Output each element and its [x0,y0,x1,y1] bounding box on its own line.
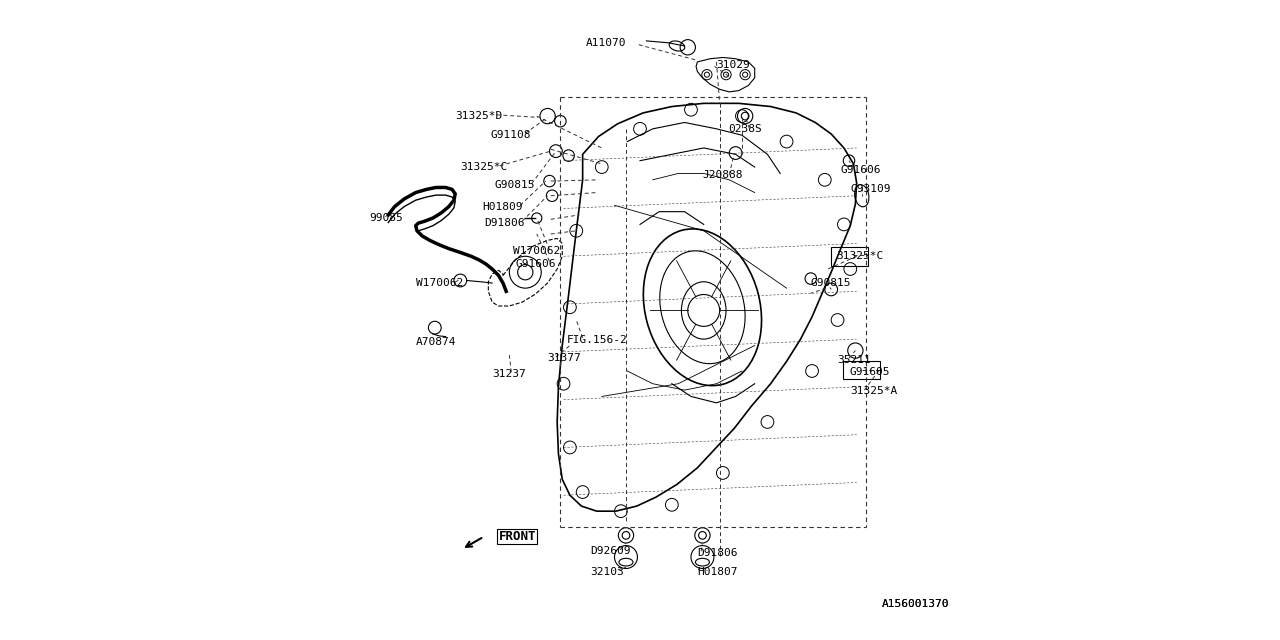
Text: H01809: H01809 [483,202,522,212]
Text: A11070: A11070 [586,38,626,48]
Text: A156001370: A156001370 [882,598,950,609]
Text: FIG.156-2: FIG.156-2 [567,335,627,346]
Text: 31325*A: 31325*A [850,387,897,396]
Text: G91605: G91605 [849,367,890,377]
Text: D92609: D92609 [590,546,631,556]
Text: 32103: 32103 [590,566,625,577]
Text: 31325*C: 31325*C [836,252,883,261]
Text: W170062: W170062 [416,278,463,288]
Text: 35211: 35211 [837,355,872,365]
Text: FRONT: FRONT [498,530,536,543]
Text: 0238S: 0238S [728,124,762,134]
Text: 31325*C: 31325*C [461,162,508,172]
Text: 31377: 31377 [548,353,581,364]
Text: 31325*D: 31325*D [456,111,503,121]
Text: 31237: 31237 [493,369,526,379]
Text: A70874: A70874 [416,337,456,348]
Text: G90815: G90815 [810,278,851,288]
Bar [842,361,879,379]
Text: G90815: G90815 [494,180,535,190]
Text: G93109: G93109 [850,184,891,195]
Text: W170062: W170062 [512,246,559,256]
Text: H01807: H01807 [698,566,737,577]
Text: G91108: G91108 [490,130,531,140]
Text: A156001370: A156001370 [882,598,950,609]
Bar [831,246,868,266]
Text: G91606: G91606 [516,259,557,269]
Text: J20888: J20888 [703,170,742,180]
Text: 99085: 99085 [369,213,403,223]
Text: D91806: D91806 [484,218,525,228]
Text: G91606: G91606 [841,165,881,175]
Text: 31029: 31029 [717,60,750,70]
Text: D91806: D91806 [698,548,737,557]
